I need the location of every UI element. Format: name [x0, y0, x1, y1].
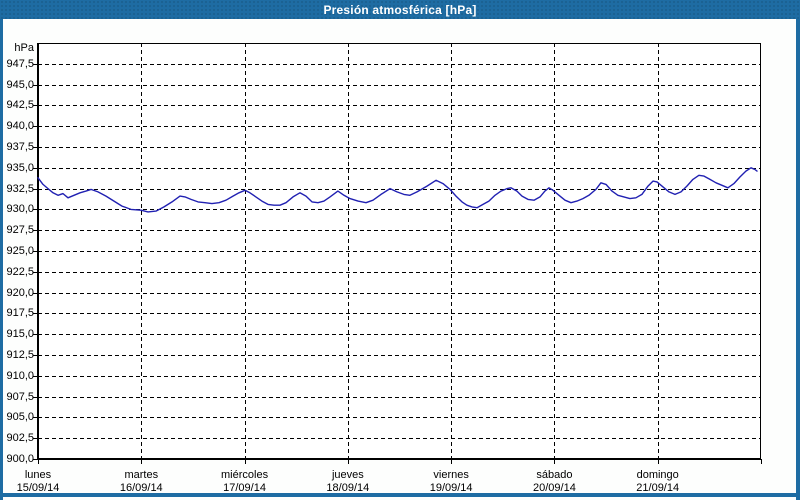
day-label-name: jueves	[331, 469, 364, 481]
y-tick-label: 912,5	[6, 349, 34, 361]
day-label-name: martes	[124, 469, 159, 481]
y-tick-label: 922,5	[6, 266, 34, 278]
y-tick-label: 907,5	[6, 391, 34, 403]
y-axis-unit-label: hPa	[14, 42, 34, 54]
day-label-date: 16/09/14	[119, 482, 163, 494]
day-label-date: 17/09/14	[223, 482, 266, 494]
day-label-name: lunes	[24, 469, 52, 481]
y-tick-label: 940,0	[6, 120, 34, 132]
y-tick-label: 935,0	[6, 162, 34, 174]
window-border-left	[0, 19, 3, 500]
day-label-date: 21/09/14	[636, 482, 680, 494]
y-tick-label: 925,0	[6, 245, 34, 257]
y-tick-label: 945,0	[6, 79, 34, 91]
y-tick-label: 905,0	[6, 411, 34, 423]
day-label-name: viernes	[433, 469, 469, 481]
y-tick-label: 902,5	[6, 432, 34, 444]
y-tick-label: 947,5	[6, 58, 34, 70]
window-title: Presión atmosférica [hPa]	[323, 2, 477, 17]
y-tick-label: 942,5	[6, 99, 34, 111]
day-label-name: domingo	[636, 469, 679, 481]
y-tick-label: 930,0	[6, 203, 34, 215]
y-tick-label: 910,0	[6, 370, 34, 382]
day-label-date: 15/09/14	[16, 482, 60, 494]
pressure-series-line	[37, 167, 758, 213]
day-label-date: 18/09/14	[326, 482, 370, 494]
day-label-name: sábado	[536, 469, 573, 481]
window-border-right	[796, 19, 800, 500]
y-tick-label: 927,5	[6, 224, 34, 236]
day-label-date: 20/09/14	[533, 482, 576, 494]
day-label-date: 19/09/14	[429, 482, 473, 494]
y-tick-label: 932,5	[6, 183, 34, 195]
y-tick-label: 937,5	[6, 141, 34, 153]
window-titlebar: Presión atmosférica [hPa]	[0, 0, 800, 19]
day-label-name: miércoles	[221, 469, 269, 481]
y-tick-label: 915,0	[6, 328, 34, 340]
y-tick-label: 917,5	[6, 307, 34, 319]
window-border-bottom	[0, 493, 800, 497]
y-tick-label: 900,0	[6, 453, 34, 465]
y-tick-label: 920,0	[6, 287, 34, 299]
